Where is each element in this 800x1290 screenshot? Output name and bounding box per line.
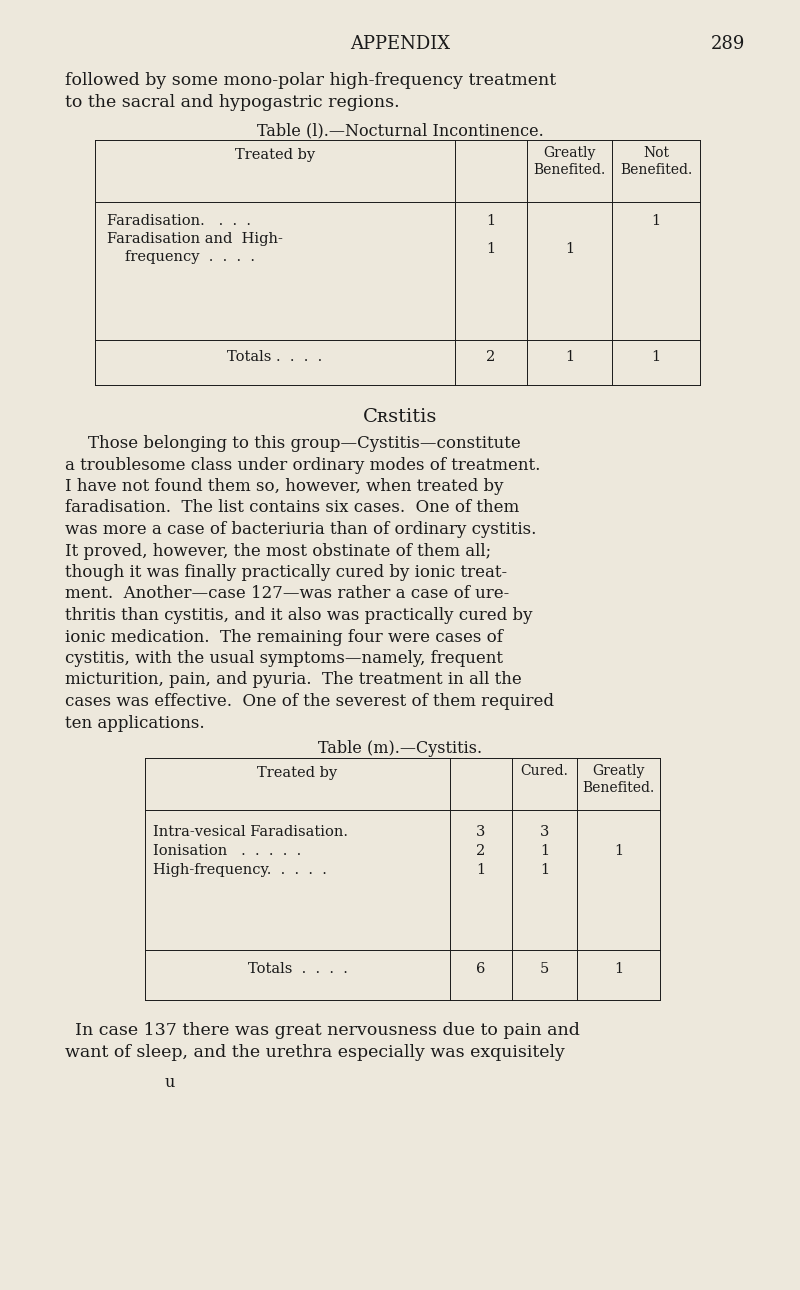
Text: ionic medication.  The remaining four were cases of: ionic medication. The remaining four wer…: [65, 628, 503, 645]
Text: Cured.: Cured.: [521, 764, 569, 778]
Text: 1: 1: [565, 243, 574, 255]
Text: Ionisation   .  .  .  .  .: Ionisation . . . . .: [153, 844, 302, 858]
Text: faradisation.  The list contains six cases.  One of them: faradisation. The list contains six case…: [65, 499, 519, 516]
Text: 1: 1: [614, 844, 623, 858]
Text: Intra-vesical Faradisation.: Intra-vesical Faradisation.: [153, 826, 348, 838]
Text: 5: 5: [540, 962, 549, 977]
Text: frequency  .  .  .  .: frequency . . . .: [125, 250, 255, 264]
Text: 289: 289: [710, 35, 745, 53]
Text: ment.  Another—case 127—was rather a case of ure-: ment. Another—case 127—was rather a case…: [65, 586, 510, 602]
Text: 2: 2: [476, 844, 486, 858]
Text: In case 137 there was great nervousness due to pain and: In case 137 there was great nervousness …: [75, 1022, 580, 1038]
Text: followed by some mono-polar high-frequency treatment: followed by some mono-polar high-frequen…: [65, 72, 556, 89]
Text: Faradisation.   .  .  .: Faradisation. . . .: [107, 214, 251, 228]
Text: 1: 1: [565, 350, 574, 364]
Text: Table (l).—Nocturnal Incontinence.: Table (l).—Nocturnal Incontinence.: [257, 123, 543, 139]
Text: micturition, pain, and pyuria.  The treatment in all the: micturition, pain, and pyuria. The treat…: [65, 672, 522, 689]
Text: 6: 6: [476, 962, 486, 977]
Text: 1: 1: [540, 844, 549, 858]
Text: Treated by: Treated by: [258, 766, 338, 780]
Text: a troublesome class under ordinary modes of treatment.: a troublesome class under ordinary modes…: [65, 457, 540, 473]
Text: High-frequency.  .  .  .  .: High-frequency. . . . .: [153, 863, 327, 877]
Text: 3: 3: [476, 826, 486, 838]
Text: to the sacral and hypogastric regions.: to the sacral and hypogastric regions.: [65, 94, 400, 111]
Text: Totals .  .  .  .: Totals . . . .: [227, 350, 322, 364]
Text: 3: 3: [540, 826, 549, 838]
Text: Not
Benefited.: Not Benefited.: [620, 146, 692, 177]
Text: was more a case of bacteriuria than of ordinary cystitis.: was more a case of bacteriuria than of o…: [65, 521, 536, 538]
Text: Treated by: Treated by: [235, 148, 315, 163]
Text: 1: 1: [540, 863, 549, 877]
Text: ten applications.: ten applications.: [65, 715, 205, 731]
Text: 1: 1: [486, 214, 495, 228]
Text: want of sleep, and the urethra especially was exquisitely: want of sleep, and the urethra especiall…: [65, 1044, 565, 1060]
Text: Greatly
Benefited.: Greatly Benefited.: [582, 764, 654, 796]
Text: I have not found them so, however, when treated by: I have not found them so, however, when …: [65, 479, 503, 495]
Text: though it was finally practically cured by ionic treat-: though it was finally practically cured …: [65, 564, 507, 580]
Text: Table (m).—Cystitis.: Table (m).—Cystitis.: [318, 740, 482, 757]
Text: Faradisation and  High-: Faradisation and High-: [107, 232, 283, 246]
Text: Greatly
Benefited.: Greatly Benefited.: [534, 146, 606, 177]
Text: 1: 1: [651, 214, 661, 228]
Text: APPENDIX: APPENDIX: [350, 35, 450, 53]
Text: thritis than cystitis, and it also was practically cured by: thritis than cystitis, and it also was p…: [65, 608, 533, 624]
Text: cystitis, with the usual symptoms—namely, frequent: cystitis, with the usual symptoms—namely…: [65, 650, 503, 667]
Text: Those belonging to this group—Cystitis—constitute: Those belonging to this group—Cystitis—c…: [88, 435, 521, 451]
Text: 2: 2: [486, 350, 496, 364]
Text: Totals  .  .  .  .: Totals . . . .: [247, 962, 347, 977]
Text: 1: 1: [486, 243, 495, 255]
Text: Cʀstitis: Cʀstitis: [363, 408, 437, 426]
Text: 1: 1: [651, 350, 661, 364]
Text: 1: 1: [477, 863, 486, 877]
Text: It proved, however, the most obstinate of them all;: It proved, however, the most obstinate o…: [65, 543, 491, 560]
Text: 1: 1: [614, 962, 623, 977]
Text: cases was effective.  One of the severest of them required: cases was effective. One of the severest…: [65, 693, 554, 710]
Text: u: u: [165, 1075, 175, 1091]
